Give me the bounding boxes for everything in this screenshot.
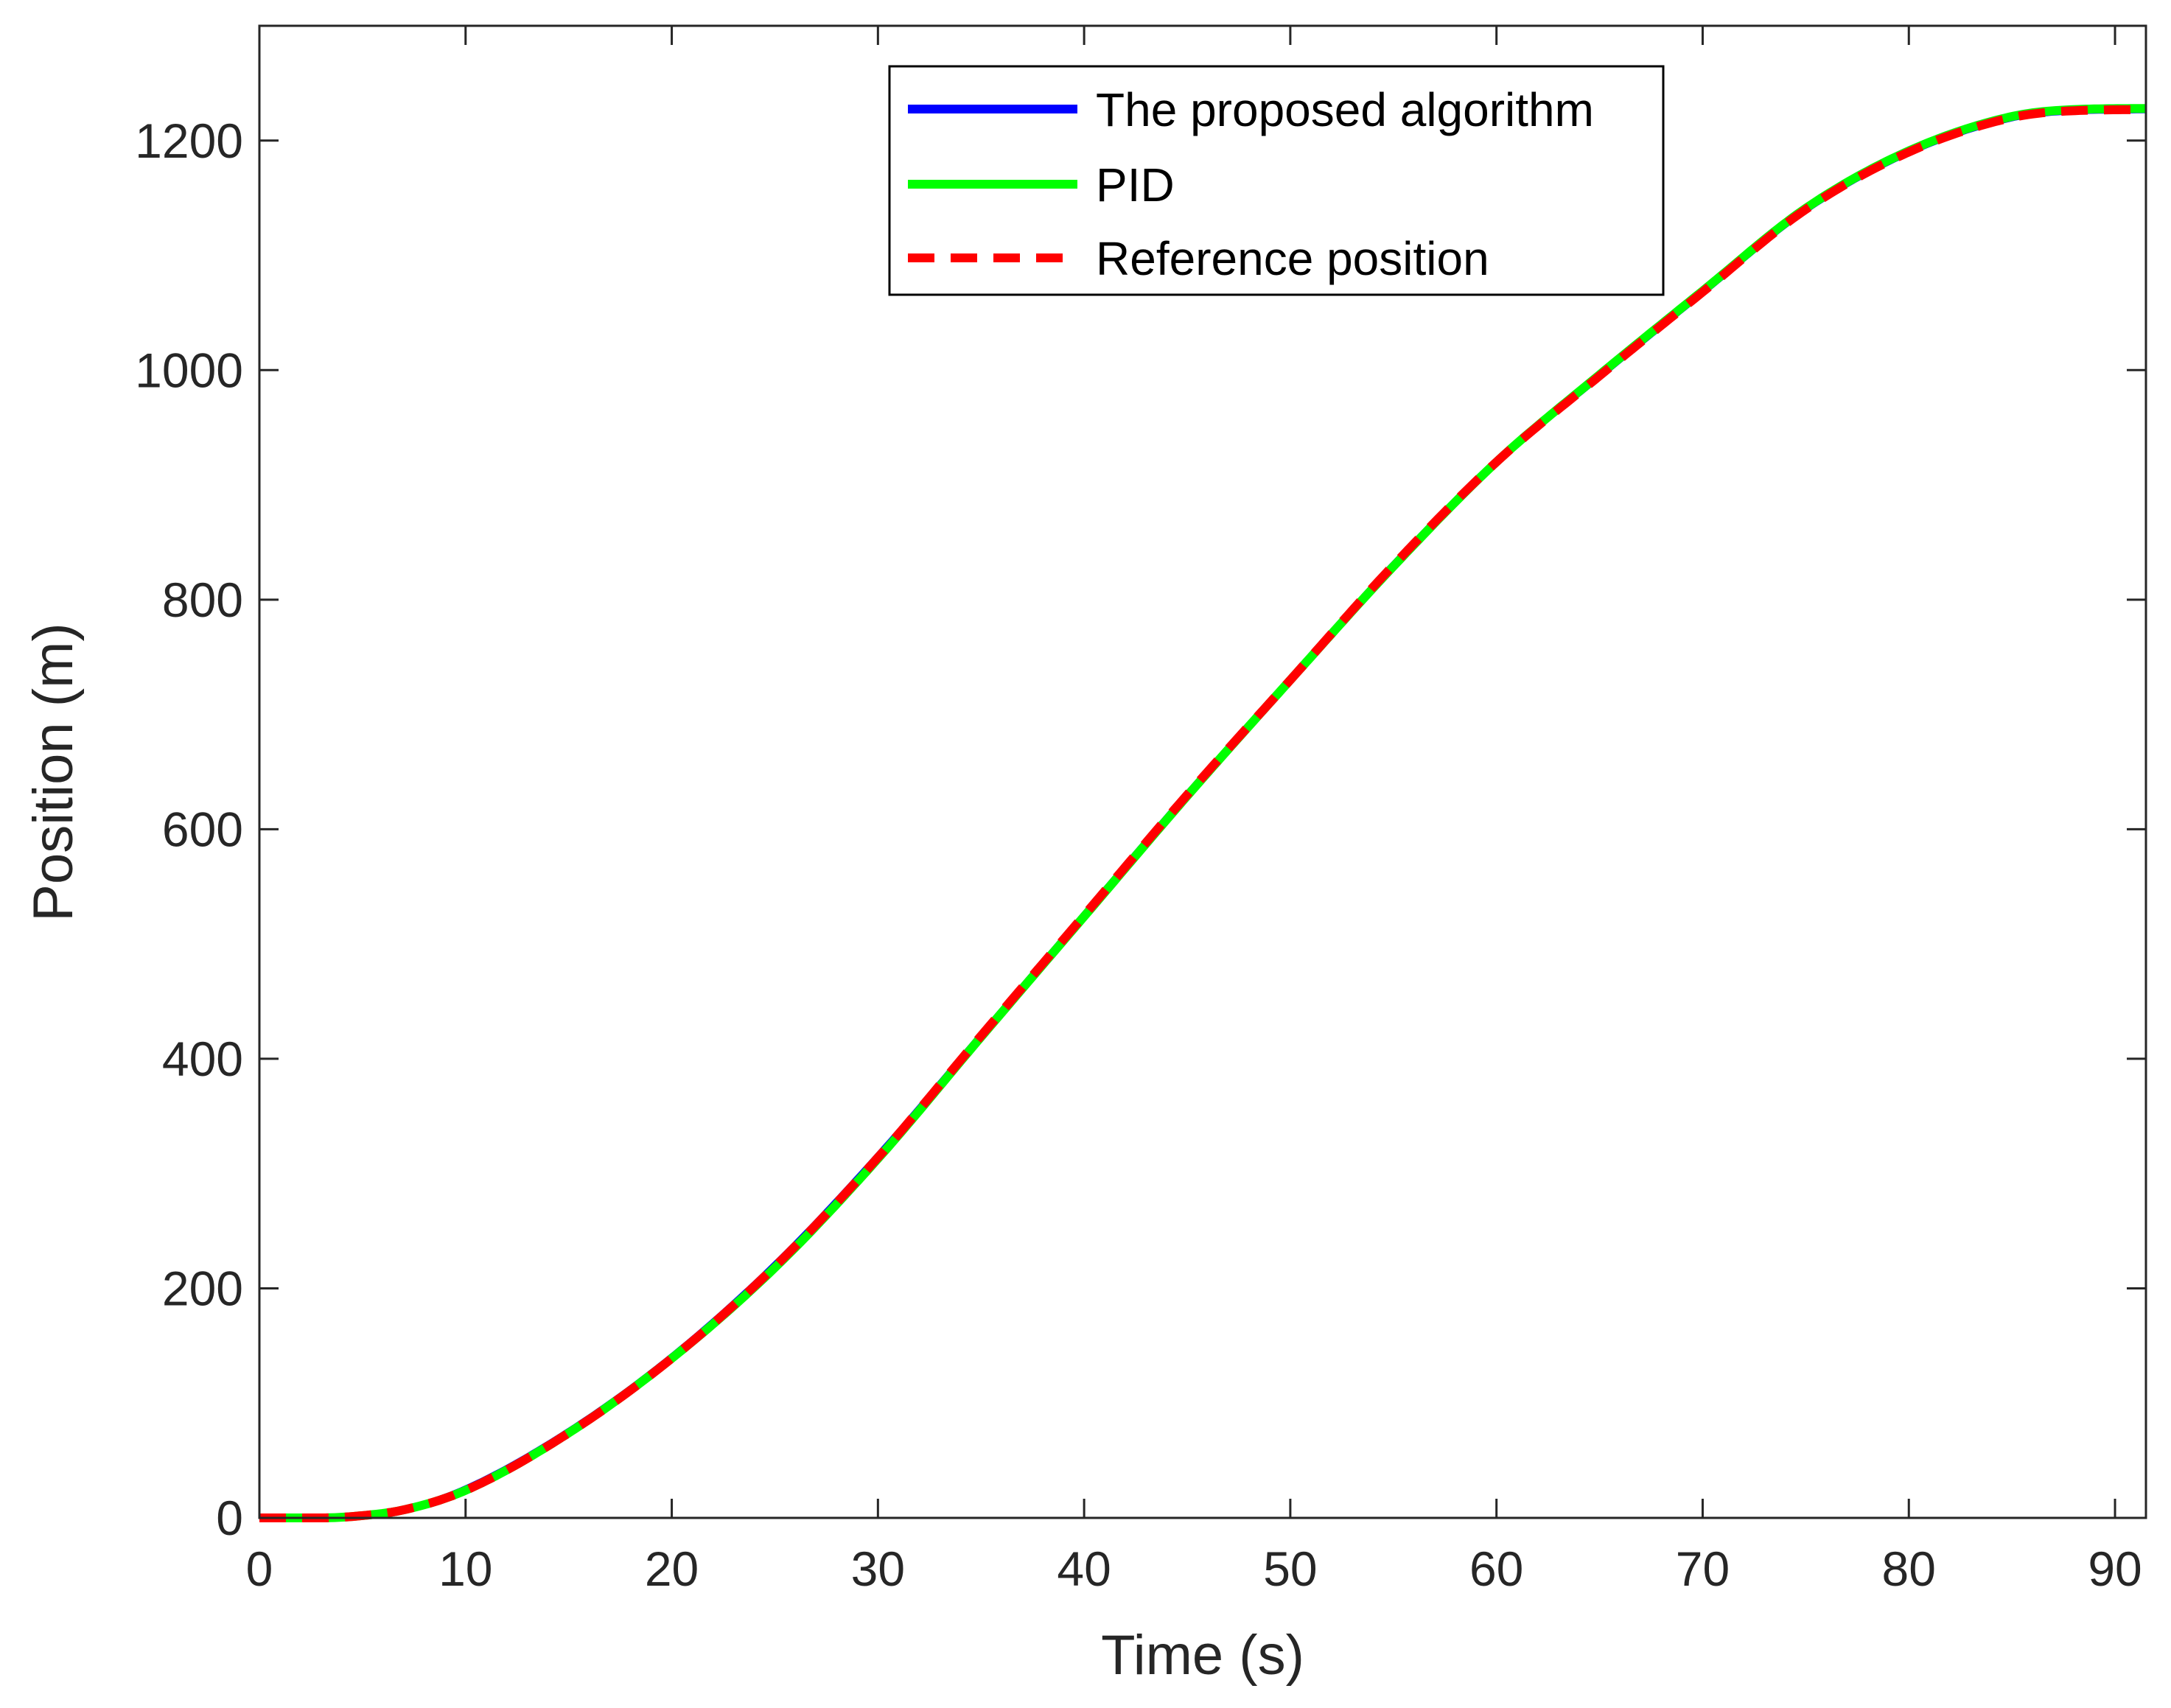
legend-label: Reference position [1096, 232, 1489, 285]
legend-label: The proposed algorithm [1096, 83, 1594, 136]
legend: The proposed algorithm PID Reference posit… [888, 65, 1665, 296]
y-axis-label: Position (m) [22, 623, 85, 921]
plot-area-frame [258, 24, 2147, 1519]
legend-label: PID [1096, 158, 1175, 211]
y-tick-label: 600 [162, 802, 243, 856]
y-tick-label: 1000 [135, 343, 243, 397]
y-tick-label: 0 [216, 1491, 243, 1545]
x-tick-label: 0 [246, 1541, 273, 1596]
x-tick-label: 90 [2088, 1541, 2142, 1596]
x-tick-label: 10 [438, 1541, 492, 1596]
y-axis: 0 200 400 600 800 1000 1200 [135, 113, 2146, 1545]
y-tick-label: 800 [162, 573, 243, 627]
y-tick-label: 1200 [135, 113, 243, 168]
x-tick-label: 60 [1469, 1541, 1523, 1596]
x-tick-label: 50 [1263, 1541, 1317, 1596]
x-tick-label: 30 [851, 1541, 905, 1596]
plot-lines [259, 104, 2147, 1522]
x-axis-label: Time (s) [1101, 1624, 1304, 1687]
x-tick-label: 70 [1676, 1541, 1730, 1596]
y-tick-label: 200 [162, 1261, 243, 1315]
x-tick-label: 80 [1882, 1541, 1936, 1596]
series-line-reference-position [259, 105, 2147, 1522]
legend-entries: The proposed algorithm PID Reference posit… [908, 83, 1594, 285]
x-tick-label: 40 [1057, 1541, 1111, 1596]
x-axis: 0 10 20 30 40 50 60 70 80 90 [246, 26, 2142, 1596]
x-tick-label: 20 [645, 1541, 699, 1596]
y-tick-label: 400 [162, 1032, 243, 1086]
